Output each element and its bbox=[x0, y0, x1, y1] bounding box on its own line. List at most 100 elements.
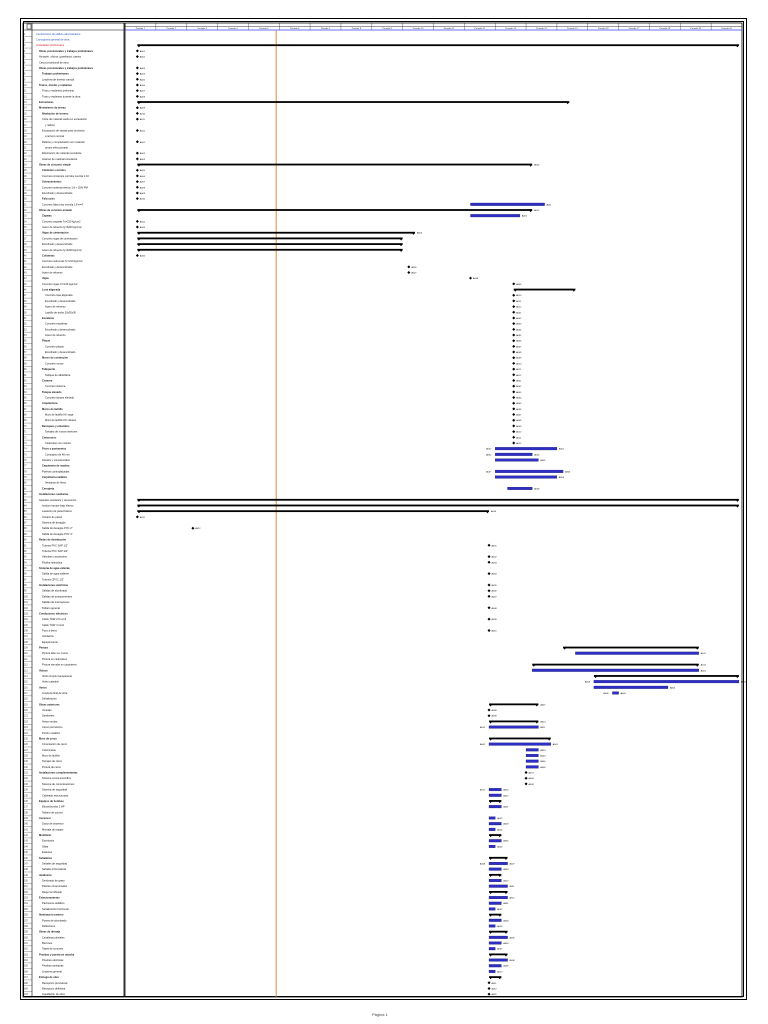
task-name: Concreto placas bbox=[45, 344, 64, 348]
row-number: 130 bbox=[24, 767, 29, 769]
milestone-diamond bbox=[487, 981, 491, 985]
row-number: 30 bbox=[24, 199, 27, 201]
milestone-label: A008 bbox=[529, 777, 535, 780]
milestone-diamond bbox=[524, 771, 528, 775]
task-name: Sobrecimientos bbox=[42, 180, 62, 184]
row-number: 169 bbox=[24, 988, 29, 990]
row-number: 161 bbox=[24, 943, 29, 945]
row-number: 143 bbox=[24, 841, 29, 843]
task-name: Cimientos corridos bbox=[42, 168, 66, 172]
task-name: Mobiliario bbox=[39, 833, 52, 837]
task-name: Tanque elevado bbox=[42, 390, 62, 394]
row-number: 157 bbox=[24, 920, 29, 922]
task-name: Varios bbox=[39, 685, 47, 689]
summary-bar-end-marker bbox=[485, 511, 490, 514]
task-name: Obras exteriores bbox=[39, 702, 60, 706]
row-number: 6 bbox=[24, 62, 26, 64]
row-number: 21 bbox=[24, 147, 27, 149]
gantt-sheet bbox=[20, 18, 747, 1000]
row-number: 35 bbox=[24, 227, 27, 229]
row-number: 132 bbox=[24, 778, 29, 780]
task-name: Pisos y pavimentos bbox=[42, 447, 67, 451]
milestone-diamond bbox=[135, 253, 139, 257]
task-name: Pintura bbox=[39, 646, 48, 650]
task-name: Iluminación exterior bbox=[39, 913, 64, 917]
task-bar bbox=[488, 742, 551, 746]
summary-bar-start-marker bbox=[137, 232, 141, 235]
milestone-label: A002 bbox=[140, 56, 146, 59]
row-number: 53 bbox=[24, 329, 27, 331]
bar-predecessor-label: A002 bbox=[480, 743, 486, 746]
row-number: 68 bbox=[24, 415, 27, 417]
bar-label: A006 bbox=[497, 845, 503, 848]
task-bar bbox=[488, 884, 508, 888]
milestone-label: A009 bbox=[516, 283, 522, 286]
bar-label: A001 bbox=[701, 669, 707, 672]
summary-bar bbox=[489, 873, 502, 876]
milestone-diamond bbox=[524, 776, 528, 780]
task-name: Lavatorio de pared blanco bbox=[42, 509, 73, 513]
task-name: Recepción definitiva bbox=[42, 986, 66, 990]
task-name: Obras provisionales y trabajos prelimina… bbox=[39, 49, 94, 53]
task-name: Reflectores bbox=[42, 924, 56, 928]
gantt-frame bbox=[23, 21, 744, 997]
timescale-label: Periodo 5 bbox=[259, 27, 269, 30]
row-number: 28 bbox=[24, 187, 27, 189]
timescale-label: Periodo 10 bbox=[413, 27, 424, 30]
milestone-diamond bbox=[135, 515, 139, 519]
task-name: Cerrajería bbox=[42, 486, 55, 490]
row-number: 39 bbox=[24, 250, 27, 252]
summary-bar bbox=[137, 510, 490, 513]
row-number: 145 bbox=[24, 852, 29, 854]
bar-label: A004 bbox=[540, 755, 546, 758]
row-number: 114 bbox=[24, 676, 28, 678]
milestone-label: A001 bbox=[492, 544, 498, 547]
task-name: Limpieza de terreno manual bbox=[42, 77, 75, 81]
row-number: 15 bbox=[24, 113, 27, 115]
milestone-diamond bbox=[135, 49, 139, 53]
task-bar bbox=[593, 685, 669, 689]
summary-bar bbox=[137, 209, 533, 211]
row-number: 156 bbox=[24, 915, 29, 917]
milestone-label: A007 bbox=[516, 414, 522, 417]
summary-bar-start-marker bbox=[489, 704, 493, 707]
task-name: Cable THW 4 mm2 bbox=[42, 623, 65, 627]
milestone-diamond bbox=[512, 293, 516, 297]
task-bar bbox=[488, 844, 496, 848]
milestone-label: A003 bbox=[492, 561, 498, 564]
milestone-diamond bbox=[512, 413, 516, 417]
milestone-diamond bbox=[135, 180, 139, 184]
bar-predecessor-label: A003 bbox=[585, 681, 591, 684]
bar-predecessor-label: A011 bbox=[480, 789, 486, 792]
milestone-diamond bbox=[512, 322, 516, 326]
milestone-label: A009 bbox=[516, 357, 522, 360]
milestone-diamond bbox=[524, 782, 528, 786]
summary-bar bbox=[137, 231, 415, 234]
row-number: 60 bbox=[24, 369, 27, 371]
summary-bar bbox=[489, 913, 502, 916]
task-name: Sistema de seguridad bbox=[42, 788, 68, 792]
task-bar bbox=[488, 725, 539, 729]
row-number: 131 bbox=[24, 773, 29, 775]
row-number: 32 bbox=[24, 210, 27, 212]
row-number: 116 bbox=[24, 687, 28, 689]
task-name: Vigas bbox=[42, 276, 49, 280]
row-number: 43 bbox=[24, 273, 27, 275]
summary-bar-end-marker bbox=[399, 238, 403, 241]
row-number: 140 bbox=[24, 824, 29, 826]
milestone-label: A003 bbox=[140, 226, 146, 229]
milestone-label: A009 bbox=[140, 107, 146, 110]
task-name: Salida de desagüe PVC 2" bbox=[42, 526, 73, 530]
row-number: 105 bbox=[24, 625, 29, 627]
row-number: 29 bbox=[24, 193, 27, 195]
row-number: 89 bbox=[24, 534, 27, 536]
summary-bar-end-marker bbox=[504, 891, 508, 895]
row-number: 63 bbox=[24, 386, 27, 388]
milestone-diamond bbox=[135, 89, 139, 93]
task-name: Acero de refuerzo bbox=[45, 305, 66, 309]
bar-label: A012 bbox=[701, 664, 707, 667]
bar-label: A011 bbox=[540, 726, 546, 729]
milestone-diamond bbox=[512, 356, 516, 360]
task-name: Vidrio simple transparente bbox=[42, 674, 73, 678]
row-number: 10 bbox=[24, 85, 27, 87]
